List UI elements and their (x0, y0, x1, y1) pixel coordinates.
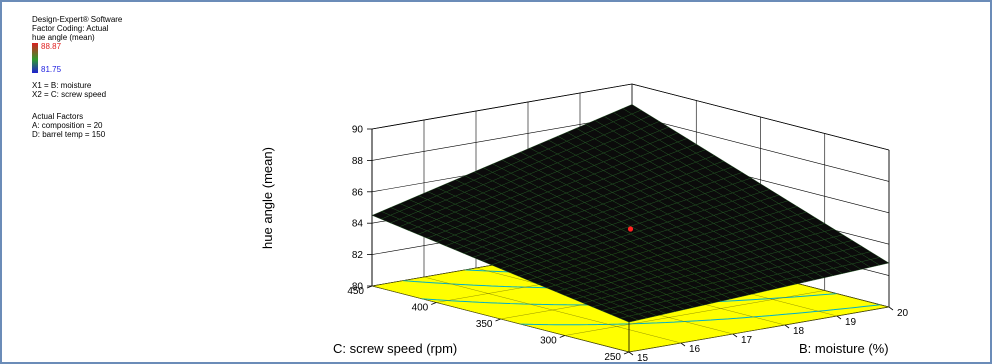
x-tick-mark (732, 333, 738, 338)
factor-a-label: A: composition = 20 (32, 121, 103, 130)
y-tick-mark (559, 335, 565, 338)
design-point (627, 226, 634, 232)
z-tick-label: 88 (352, 156, 364, 167)
axis-ticks: 80 82 84 86 88 90 250 300 350 400 450 15 16 17 18 19 20 (347, 125, 908, 363)
x-tick-label: 20 (897, 308, 909, 319)
y-tick-label: 400 (412, 303, 429, 314)
y-tick-mark (623, 351, 630, 355)
actual-factors-title: Actual Factors (32, 112, 84, 121)
x-tick-label: 18 (793, 326, 805, 337)
x-tick-label: 15 (637, 353, 649, 362)
factor-coding-label: Factor Coding: Actual (32, 24, 109, 33)
x-tick-mark (784, 324, 790, 329)
z-axis-label: hue angle (mean) (260, 147, 275, 249)
x-axis-label: B: moisture (%) (799, 341, 889, 356)
z-tick-label: 80 (352, 282, 364, 293)
z-tick-label: 82 (352, 250, 364, 261)
front-box-edges (371, 83, 890, 352)
top-side-edge (631, 83, 890, 151)
variable-panel: X1 = B: moisture X2 = C: screw speed (32, 81, 106, 99)
z-tick-label: 90 (352, 125, 364, 136)
z-tick-label: 86 (352, 187, 364, 198)
x-tick-label: 17 (741, 335, 753, 346)
x-tick-mark (680, 342, 686, 347)
x-tick-mark (836, 315, 842, 320)
y-tick-label: 350 (476, 319, 493, 330)
legend-min-value: 81.75 (41, 65, 62, 74)
surface-cell (870, 257, 890, 266)
response-label: hue angle (mean) (32, 33, 95, 42)
y-axis-label: C: screw speed (rpm) (333, 341, 457, 356)
x-tick-mark (888, 306, 894, 311)
x1-label: X1 = B: moisture (32, 81, 92, 90)
contour-line (520, 304, 881, 326)
z-tick-label: 84 (352, 219, 364, 230)
x-tick-label: 19 (845, 317, 857, 328)
info-panel: Design-Expert® Software Factor Coding: A… (32, 15, 122, 42)
x-tick-mark (628, 351, 634, 356)
floor-gridline (628, 306, 890, 353)
response-surface (371, 104, 890, 323)
factor-d-label: D: barrel temp = 150 (32, 130, 106, 139)
software-label: Design-Expert® Software (32, 15, 123, 24)
color-legend-bar (32, 43, 38, 73)
top-back-edge (371, 83, 633, 130)
x2-label: X2 = C: screw speed (32, 90, 107, 99)
legend-max-value: 88.87 (41, 42, 62, 51)
y-tick-label: 250 (604, 352, 621, 362)
y-tick-mark (366, 285, 373, 289)
y-tick-mark (431, 302, 437, 305)
actual-factors-panel: Actual Factors A: composition = 20 D: ba… (32, 112, 105, 139)
y-tick-label: 300 (540, 336, 557, 347)
floor-gridline (564, 290, 825, 336)
y-tick-label: 450 (347, 286, 364, 297)
y-tick-mark (495, 318, 501, 322)
x-tick-label: 16 (689, 344, 701, 355)
